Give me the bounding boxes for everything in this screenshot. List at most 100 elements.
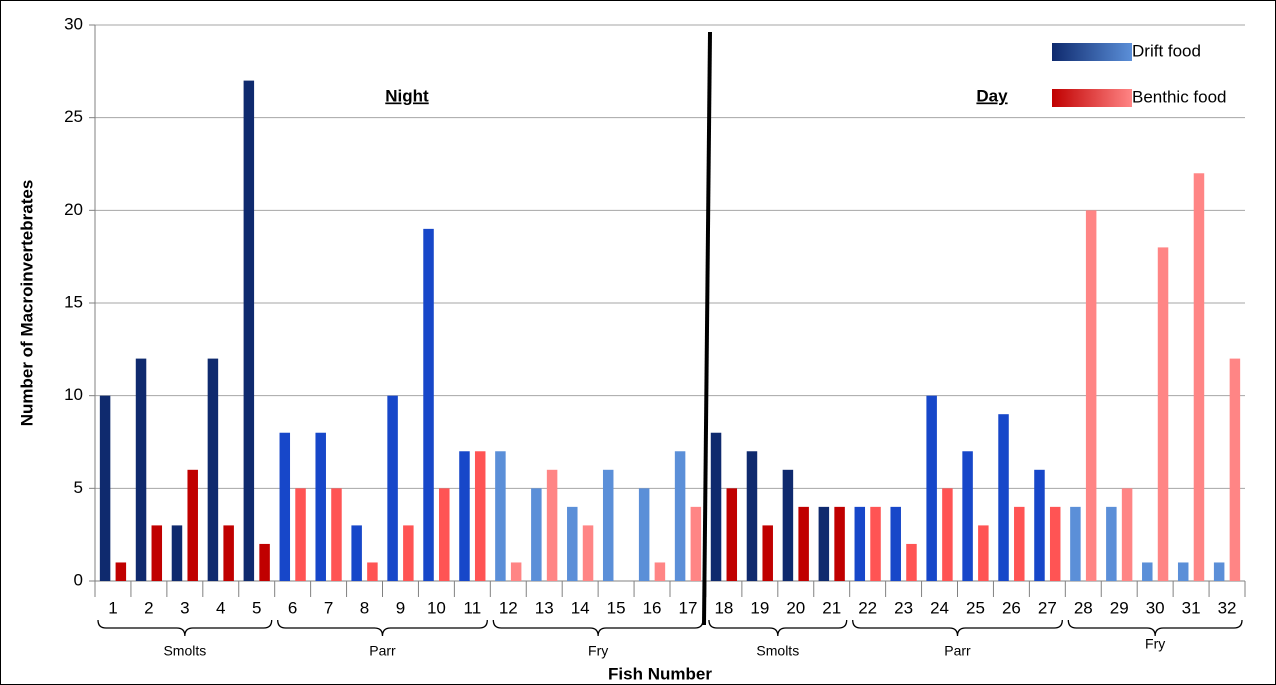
annotation: Night [385, 86, 429, 105]
bar [870, 506, 881, 581]
bar [1157, 247, 1169, 581]
x-tick-label: 22 [858, 598, 877, 617]
bar [531, 488, 542, 581]
x-tick-label: 27 [1038, 598, 1057, 617]
bar [1034, 469, 1045, 581]
bar [674, 451, 686, 581]
bar [978, 525, 989, 581]
x-tick-label: 29 [1110, 598, 1129, 617]
bar [99, 395, 111, 581]
x-tick-label: 11 [464, 598, 482, 617]
group-label: Fry [588, 643, 608, 659]
bar [1177, 562, 1189, 581]
x-tick-label: 10 [427, 598, 446, 617]
x-tick-label: 28 [1074, 598, 1093, 617]
bar [171, 525, 183, 581]
bar [1213, 562, 1225, 581]
y-tick-label: 0 [74, 570, 83, 589]
y-tick-label: 10 [64, 385, 83, 404]
x-tick-label: 14 [571, 598, 590, 617]
bar [351, 525, 362, 581]
bar [1229, 358, 1241, 581]
x-tick-label: 8 [360, 598, 369, 617]
bar [474, 451, 486, 581]
bar [582, 525, 594, 581]
bar [331, 488, 342, 581]
bar [546, 469, 558, 581]
x-axis-title: Fish Number [608, 664, 712, 683]
y-tick-label: 30 [64, 14, 83, 33]
bar [567, 506, 578, 581]
bar [259, 543, 270, 581]
bar [762, 525, 773, 581]
bar [1049, 506, 1061, 581]
bar [151, 525, 163, 581]
x-tick-label: 19 [750, 598, 769, 617]
group-brace [492, 619, 704, 637]
bar [223, 525, 234, 581]
bar [403, 525, 414, 581]
annotation: Day [976, 86, 1008, 105]
y-tick-label: 25 [64, 107, 83, 126]
legend-swatch [1052, 43, 1132, 61]
bar [926, 395, 937, 581]
divider [702, 31, 712, 626]
bar [782, 469, 794, 581]
bar [387, 395, 398, 581]
group-brace [277, 619, 488, 637]
x-tick-label: 5 [252, 598, 261, 617]
group-brace [1067, 619, 1243, 637]
group-label: Smolts [163, 643, 206, 659]
x-tick-label: 18 [714, 598, 733, 617]
x-tick-label: 3 [180, 598, 189, 617]
bar [367, 562, 378, 581]
bar [1121, 488, 1133, 581]
group-label: Parr [944, 643, 971, 659]
bar [654, 562, 666, 581]
bar [1014, 506, 1025, 581]
x-tick-label: 17 [679, 598, 698, 617]
x-tick-label: 24 [930, 598, 949, 617]
x-tick-label: 30 [1146, 598, 1165, 617]
bar [135, 358, 147, 581]
bar [1193, 173, 1205, 581]
x-tick-label: 20 [786, 598, 805, 617]
bar [690, 506, 702, 581]
bar [638, 488, 650, 581]
x-tick-label: 25 [966, 598, 985, 617]
bar [834, 506, 845, 581]
bar [818, 506, 830, 581]
x-tick-label: 23 [894, 598, 913, 617]
group-label: Smolts [756, 643, 799, 659]
bar [295, 488, 306, 581]
legend-label: Drift food [1132, 41, 1201, 60]
y-tick-label: 5 [74, 478, 83, 497]
group-label: Parr [369, 643, 396, 659]
y-axis-title: Number of Macroinvertebrates [17, 180, 36, 427]
x-tick-label: 26 [1002, 598, 1021, 617]
bar [854, 506, 866, 581]
bar [998, 414, 1009, 581]
x-tick-label: 31 [1182, 598, 1201, 617]
legend-label: Benthic food [1132, 87, 1227, 106]
x-tick-label: 32 [1218, 598, 1237, 617]
bar [890, 506, 901, 581]
x-tick-label: 13 [535, 598, 554, 617]
y-tick-label: 20 [64, 200, 83, 219]
bar [495, 451, 506, 581]
bar [187, 469, 198, 581]
bar [1106, 506, 1117, 581]
x-tick-label: 7 [324, 598, 333, 617]
bar [423, 228, 434, 581]
x-tick-label: 6 [288, 598, 297, 617]
x-tick-label: 9 [396, 598, 405, 617]
group-brace [708, 619, 848, 637]
bar [1085, 210, 1097, 582]
bar [1142, 562, 1153, 581]
bar [459, 451, 470, 581]
x-tick-label: 15 [607, 598, 626, 617]
bar [439, 488, 450, 581]
bar [315, 432, 326, 581]
x-tick-label: 12 [499, 598, 518, 617]
